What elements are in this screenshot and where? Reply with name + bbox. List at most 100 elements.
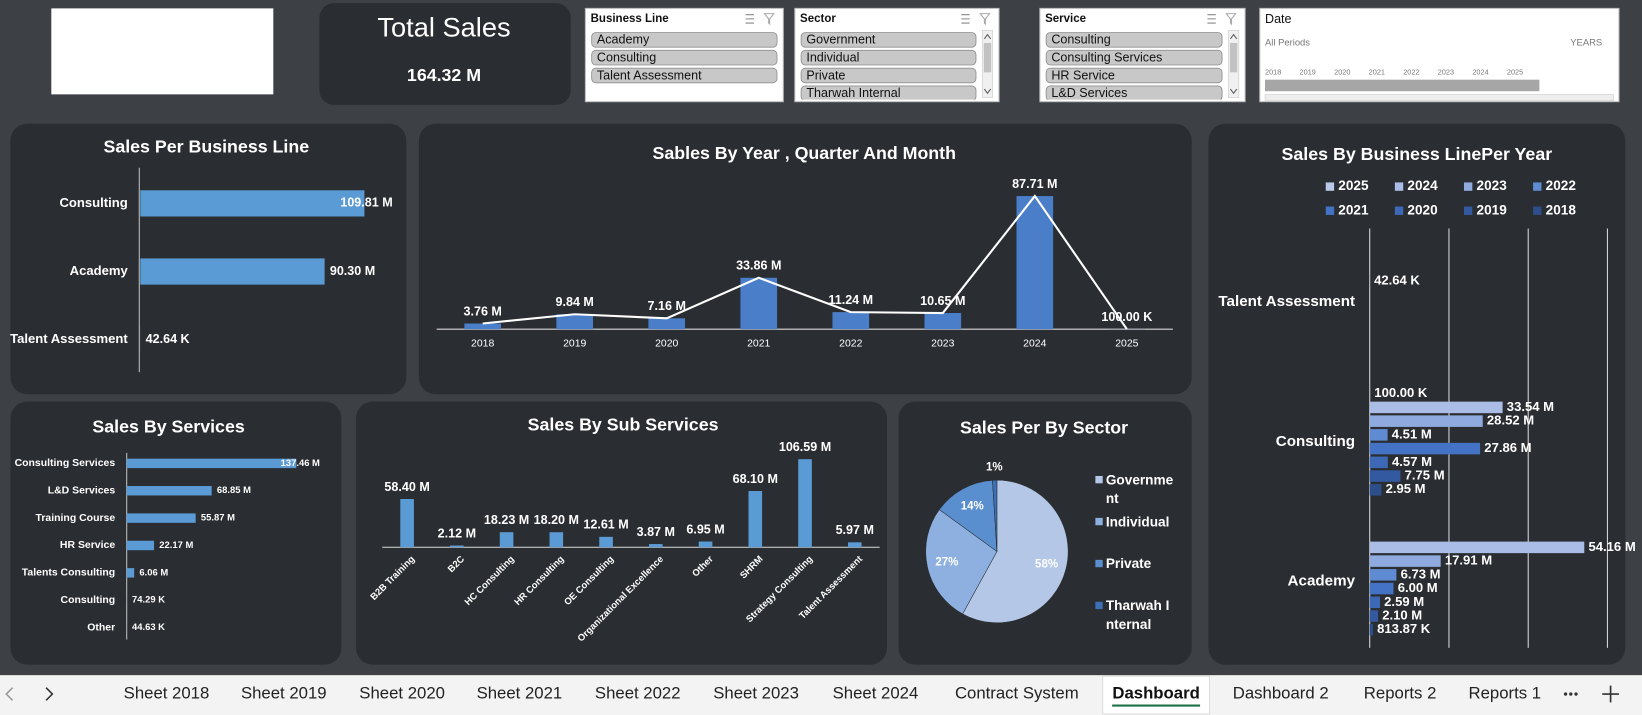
sheet-tab[interactable]: Reports 2 [1364,683,1437,702]
bar [1369,569,1397,581]
slicer-icon[interactable] [1207,14,1216,24]
active-tab [1102,675,1211,715]
data-label: 22.17 M [159,539,193,550]
panel [356,401,887,665]
data-label: 68.10 M [733,472,778,486]
data-label: 137.46 M [281,457,320,468]
clear-filter-icon[interactable] [763,13,775,26]
slicer-list: Consulting Consulting Services HR Service L… [1045,32,1223,101]
chart-title: Sables By Year , Quarter And Month [653,143,956,163]
slicer-item[interactable] [1045,67,1223,84]
scroll-down[interactable] [1230,88,1238,95]
bar [924,313,962,330]
slicer-item-label[interactable]: Government [806,33,876,47]
bar [499,532,514,548]
data-label: 7.75 M [1405,468,1445,483]
timeline-scroll[interactable] [1264,94,1614,101]
date-year[interactable]: 2022 [1403,67,1419,76]
bar [400,499,414,548]
sheet-tab[interactable]: Sheet 2018 [124,683,210,702]
slicer-item-label[interactable]: HR Service [1051,68,1115,82]
scroll-up[interactable] [983,33,992,40]
bar [1369,610,1379,622]
sheet-tab[interactable]: Dashboard 2 [1233,683,1329,702]
slicer-item-label[interactable]: Consulting [597,51,656,65]
scroll-up[interactable] [1230,33,1238,40]
slicer-item-label[interactable]: Consulting Services [1051,51,1162,65]
slicer-item-label[interactable]: L&D Services [1051,86,1127,100]
slicer-item[interactable] [591,67,778,84]
bar [1369,470,1401,482]
sheet-tab[interactable]: Reports 1 [1469,683,1542,702]
clear-filter-icon[interactable] [979,13,991,26]
slicer-item[interactable] [591,32,778,48]
bar [748,490,763,548]
add-sheet[interactable] [1602,685,1619,703]
sheet-tab[interactable]: Dashboard [1112,683,1199,702]
line [482,194,1128,330]
date-year[interactable]: 2018 [1265,67,1281,76]
slicer-icon[interactable] [961,14,970,24]
legend-swatch [1533,206,1542,215]
date-year[interactable]: 2019 [1300,67,1316,76]
timeline-bar[interactable] [1265,79,1540,92]
bar [1369,596,1380,609]
date-year[interactable]: 2024 [1472,67,1488,76]
category-label: 2019 [563,339,586,350]
category-label: 2018 [471,339,494,350]
slicer-item[interactable] [800,85,977,101]
data-label: 14% [961,501,984,513]
bar [140,190,365,217]
bar [648,318,686,330]
legend-swatch [1095,517,1103,526]
slicer-item-label[interactable]: Tharwah Internal [806,86,900,100]
slicer-item[interactable] [1045,32,1223,48]
scroll-down[interactable] [983,88,992,95]
sheet-tab[interactable]: Sheet 2023 [713,683,799,702]
scrollbar-thumb[interactable] [1229,42,1238,73]
slicer-item[interactable] [800,32,977,48]
data-label: 87.71 M [1012,177,1057,191]
sheet-tab[interactable]: Sheet 2019 [241,683,327,702]
slicer-item[interactable] [591,49,778,66]
kpi-title: Total Sales [377,12,510,43]
tab-prev[interactable] [5,687,14,701]
category-label: HR Service [60,540,115,551]
slicer-icon[interactable] [745,14,754,24]
sheet-tab[interactable]: Sheet 2021 [477,683,563,702]
bar [126,458,297,469]
slicer-item[interactable] [800,49,977,66]
slicer-title: Sector [800,13,836,25]
date-level[interactable]: YEARS [1570,36,1602,47]
tab-next[interactable] [45,687,54,701]
slicer-item-label[interactable]: Academy [597,33,650,47]
clear-filter-icon[interactable] [1225,13,1237,26]
bar [1369,429,1388,441]
slicer-item-label[interactable]: Private [806,68,845,82]
sheet-tab[interactable]: Contract System [955,683,1079,702]
slicer-item[interactable] [1045,49,1223,66]
tab-bar [0,675,1642,715]
slicer-title: Service [1045,13,1087,25]
slicer-item-label[interactable]: Consulting [1051,33,1110,47]
data-label: 28.52 M [1487,413,1534,428]
sheet-tab[interactable]: Sheet 2022 [595,683,681,702]
sheet-tab[interactable]: Sheet 2020 [359,683,445,702]
sheet-tab[interactable]: Sheet 2024 [833,683,919,702]
category-label: 2023 [931,339,954,350]
date-year[interactable]: 2023 [1438,67,1454,76]
data-label: 11.24 M [828,293,873,307]
date-year[interactable]: 2025 [1507,67,1523,76]
bar [549,532,564,548]
data-label: 2.59 M [1384,594,1424,609]
scrollbar-thumb[interactable] [983,42,992,73]
more-tabs[interactable] [1563,692,1578,696]
slicer-item[interactable] [800,67,977,84]
slicer-item[interactable] [1045,85,1223,101]
slicer-item-label[interactable]: Talent Assessment [597,68,702,82]
date-year[interactable]: 2021 [1369,67,1385,76]
bar [832,312,870,330]
slicer-item-label[interactable]: Individual [806,51,859,65]
date-year[interactable]: 2020 [1334,67,1350,76]
bar [847,542,862,548]
